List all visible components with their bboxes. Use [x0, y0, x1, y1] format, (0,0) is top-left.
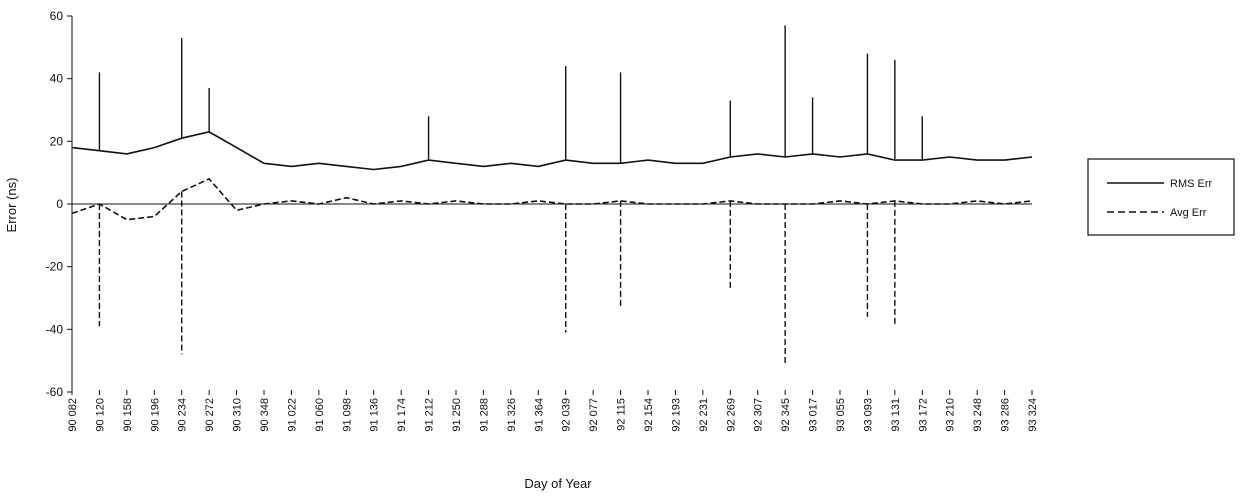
x-tick-label: 92 193: [670, 398, 682, 432]
x-axis-label: Day of Year: [524, 476, 592, 491]
x-tick-label: 92 039: [561, 398, 573, 432]
x-tick-label: 91 022: [286, 398, 298, 432]
x-tick-label: 93 172: [917, 398, 929, 432]
legend-box: [1087, 158, 1235, 236]
x-tick-label: 91 326: [506, 398, 518, 432]
legend-label-avg-err: Avg Err: [1170, 207, 1207, 219]
x-tick-label: 91 212: [424, 398, 436, 432]
y-axis-label: Error (ns): [4, 178, 19, 233]
x-tick-label: 92 307: [753, 398, 765, 432]
x-tick-label: 90 082: [67, 398, 79, 432]
x-tick-label: 93 055: [835, 398, 847, 432]
x-tick-label: 90 272: [204, 398, 216, 432]
x-tick-label: 93 017: [808, 398, 820, 432]
x-tick-label: 93 248: [972, 398, 984, 432]
y-tick-label: 0: [56, 197, 63, 211]
x-tick-label: 90 196: [149, 398, 161, 432]
x-tick-label: 92 231: [698, 398, 710, 432]
y-tick-label: -20: [46, 260, 64, 274]
y-tick-label: -40: [46, 322, 64, 336]
x-tick-label: 92 077: [588, 398, 600, 432]
series-line-avg-err: [71, 177, 1033, 221]
x-tick-labels: 90 082 90 120 90 158 90 196 90 234 90 272 90 3…: [67, 390, 1039, 432]
x-tick-label: 91 098: [341, 398, 353, 432]
x-tick-label: 90 310: [232, 398, 244, 432]
plot-area: [71, 25, 1033, 364]
x-tick-label: 90 348: [259, 398, 271, 432]
x-tick-label: 93 210: [945, 398, 957, 432]
x-tick-label: 92 345: [780, 398, 792, 432]
legend-label-rms-err: RMS Err: [1170, 178, 1213, 190]
y-tick-label: 60: [50, 9, 64, 23]
x-tick-label: 93 286: [1000, 398, 1012, 432]
x-tick-label: 93 131: [890, 398, 902, 432]
x-tick-label: 91 250: [451, 398, 463, 432]
x-tick-label: 91 060: [314, 398, 326, 432]
x-tick-label: 90 120: [94, 398, 106, 432]
x-tick-label: 92 115: [616, 398, 628, 431]
y-tick-labels: -60 -40 -20 0 20 40 60: [46, 9, 72, 399]
x-tick-label: 91 364: [533, 398, 545, 432]
x-tick-label: 92 154: [643, 398, 655, 432]
legend: RMS Err Avg Err: [1087, 158, 1235, 236]
y-tick-label: 20: [50, 134, 64, 148]
x-tick-label: 91 136: [369, 398, 381, 432]
y-tick-label: 40: [50, 72, 64, 86]
x-tick-label: 93 324: [1027, 398, 1039, 432]
y-tick-label: -60: [46, 385, 64, 399]
x-tick-label: 91 288: [478, 398, 490, 432]
x-tick-label: 90 158: [122, 398, 134, 432]
series-line-rms-err: [71, 131, 1033, 171]
x-tick-label: 92 269: [725, 398, 737, 432]
axes: [71, 16, 1032, 392]
x-tick-label: 93 093: [862, 398, 874, 432]
x-tick-label: 90 234: [177, 398, 189, 432]
x-tick-label: 91 174: [396, 398, 408, 432]
